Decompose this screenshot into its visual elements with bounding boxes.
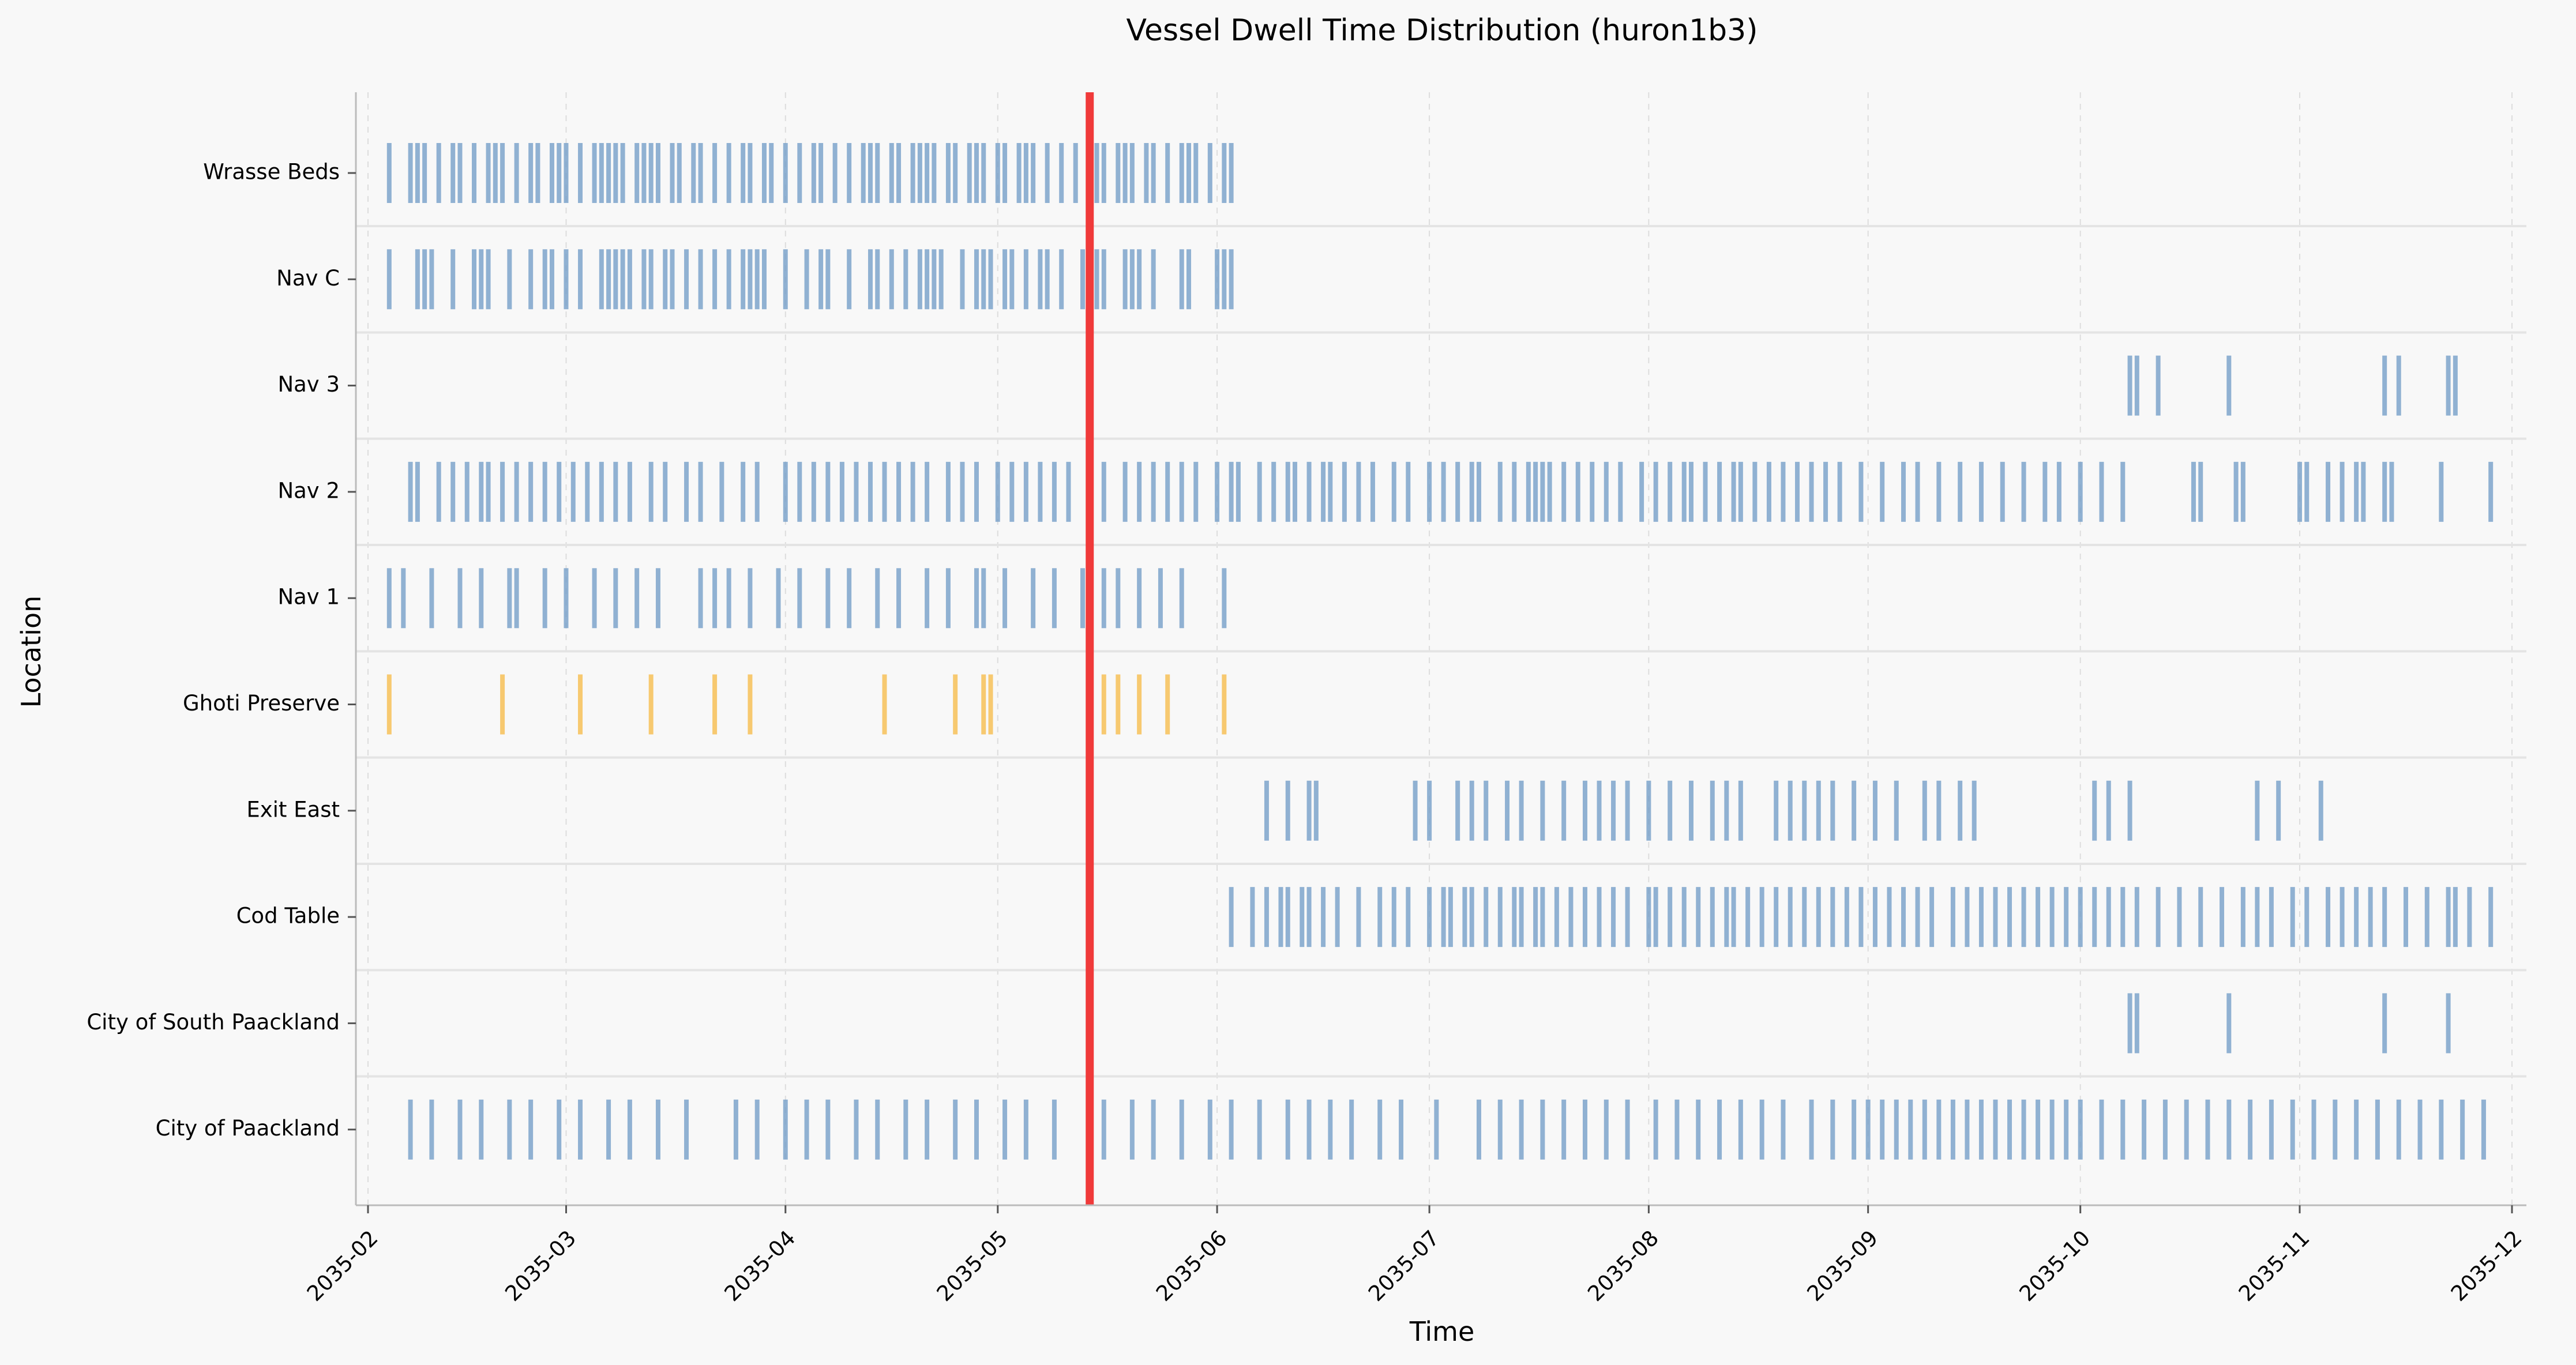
y-tick-label: City of South Paackland [87,1010,340,1035]
y-axis-label: Location [16,596,47,708]
y-tick-label: Nav 2 [277,478,340,503]
y-tick-label: Nav C [276,266,340,291]
y-tick-label: Nav 3 [277,372,340,397]
y-tick-label: Wrasse Beds [203,160,340,185]
event-marks [386,143,2494,1160]
axes [355,92,2526,1206]
chart-title: Vessel Dwell Time Distribution (huron1b3… [1126,13,1758,48]
y-tick-label: City of Paackland [156,1116,340,1141]
y-tick-label: Exit East [246,797,340,822]
y-tick-label: Nav 1 [277,585,340,610]
y-tick-label: Cod Table [236,904,340,928]
row-separators [356,225,2526,1078]
y-tick-labels: Wrasse Beds Nav C Nav 3 Nav 2 Nav 1 Ghoti Pre… [87,160,356,1141]
y-tick-label: Ghoti Preserve [183,691,340,716]
x-axis-label: Time [1409,1316,1475,1347]
